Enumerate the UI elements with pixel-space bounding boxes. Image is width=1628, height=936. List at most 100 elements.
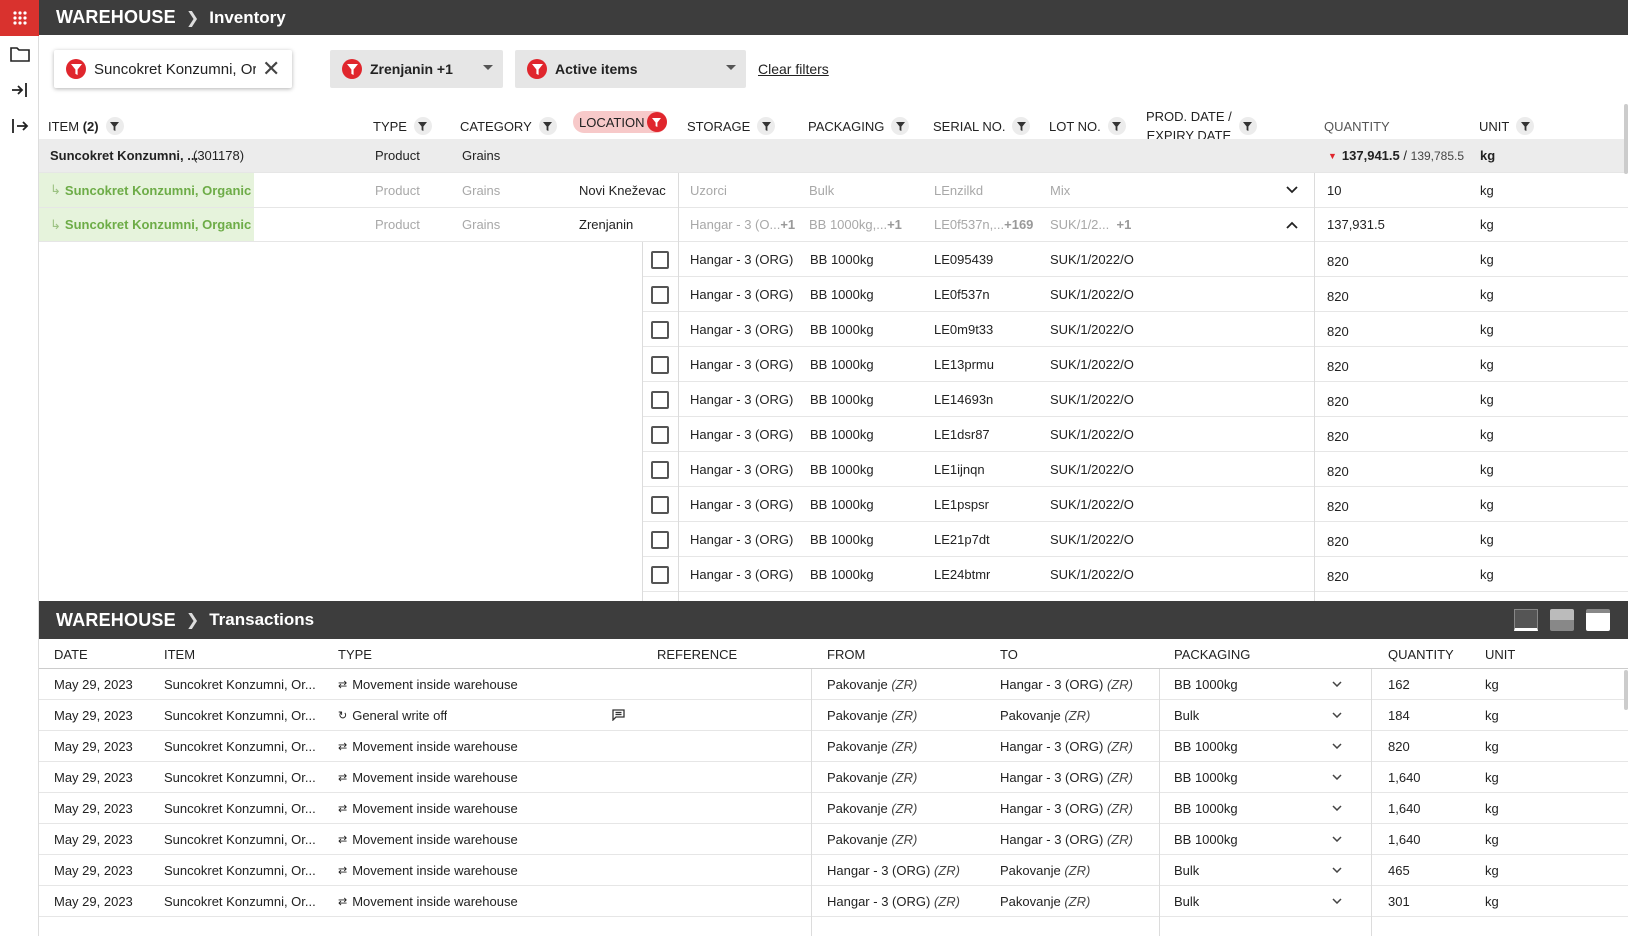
location-row-serial: LE0f537n,... +169: [934, 217, 1034, 232]
col-serial[interactable]: SERIAL NO.: [933, 106, 1031, 146]
row-checkbox[interactable]: [651, 417, 669, 452]
detail-row[interactable]: Hangar - 3 (ORG) BB 1000kg LE095439 SUK/1/2…: [39, 242, 1628, 277]
detail-row[interactable]: Hangar - 3 (ORG) BB 1000kg LE1dsr87 SUK/1/2…: [39, 417, 1628, 452]
transactions-scrollbar[interactable]: [1624, 670, 1628, 710]
chevron-down-icon[interactable]: [1332, 669, 1342, 699]
filter-icon[interactable]: [1238, 117, 1257, 135]
tcol-to[interactable]: TO: [1000, 646, 1018, 662]
filter-icon[interactable]: [1012, 117, 1031, 135]
filter-icon[interactable]: [413, 117, 432, 135]
transaction-row[interactable]: May 29, 2023 Suncokret Konzumni, Or... ⇄ Mo…: [39, 855, 1628, 886]
group-row[interactable]: Suncokret Konzumni, ... (301178) Product…: [39, 139, 1628, 173]
tcol-packaging[interactable]: PACKAGING: [1174, 646, 1251, 662]
item-filter-chip[interactable]: Suncokret Konzumni, Or ✕: [54, 50, 292, 88]
layout-full-icon[interactable]: [1586, 609, 1610, 631]
tcol-quantity[interactable]: QUANTITY: [1388, 646, 1454, 662]
trans-to: Hangar - 3 (ORG) (ZR): [1000, 676, 1133, 692]
tcol-date[interactable]: DATE: [54, 646, 88, 662]
row-divider: [642, 346, 1628, 347]
logout-icon[interactable]: [0, 108, 39, 144]
chevron-down-icon[interactable]: [1332, 855, 1342, 885]
row-checkbox[interactable]: [651, 452, 669, 487]
location-filter-dropdown[interactable]: Zrenjanin +1: [330, 50, 503, 88]
row-checkbox[interactable]: [651, 277, 669, 312]
detail-row[interactable]: Hangar - 3 (ORG) BB 1000kg LE21p7dt SUK/1/2…: [39, 522, 1628, 557]
inventory-scrollbar[interactable]: [1624, 104, 1628, 174]
filter-icon[interactable]: [1516, 117, 1535, 135]
tquantity-divider: [1371, 669, 1372, 936]
detail-row[interactable]: Hangar - 3 (ORG) BB 1000kg LE0m9t33 SUK/1/2…: [39, 312, 1628, 347]
chevron-down-icon[interactable]: [1332, 886, 1342, 916]
layout-split-icon[interactable]: [1550, 609, 1574, 631]
location-row-type: Product: [375, 182, 420, 198]
detail-row[interactable]: Hangar - 3 (ORG) BB 1000kg LE1pspsr SUK/1/2…: [39, 487, 1628, 522]
filter-icon[interactable]: [646, 112, 667, 132]
row-checkbox[interactable]: [651, 557, 669, 592]
detail-row[interactable]: Hangar - 3 (ORG) BB 1000kg LE24btmr SUK/1/2…: [39, 557, 1628, 592]
row-checkbox[interactable]: [651, 522, 669, 557]
detail-quantity: 820: [1327, 429, 1349, 444]
col-unit[interactable]: UNIT: [1479, 106, 1535, 146]
chevron-down-icon[interactable]: [1332, 762, 1342, 792]
location-row[interactable]: ↳ Suncokret Konzumni, Organic Product Gr…: [39, 208, 1628, 242]
row-checkbox[interactable]: [651, 347, 669, 382]
move-arrows-icon: ⇄: [338, 771, 348, 784]
transaction-row[interactable]: May 29, 2023 Suncokret Konzumni, Or... ⇄ Mo…: [39, 762, 1628, 793]
col-category[interactable]: CATEGORY: [460, 106, 557, 146]
row-divider: [642, 521, 1628, 522]
folder-icon[interactable]: [0, 36, 39, 72]
detail-packaging: BB 1000kg: [810, 392, 874, 407]
col-item[interactable]: ITEM (2): [48, 106, 124, 146]
detail-serial: LE1pspsr: [934, 497, 989, 512]
transaction-row[interactable]: May 29, 2023 Suncokret Konzumni, Or... ⇄ Mo…: [39, 886, 1628, 917]
chevron-down-icon[interactable]: [1332, 793, 1342, 823]
detail-storage: Hangar - 3 (ORG): [690, 427, 794, 442]
detail-row[interactable]: Hangar - 3 (ORG) BB 1000kg LE0f537n SUK/1/2…: [39, 277, 1628, 312]
detail-row[interactable]: Hangar - 3 (ORG) BB 1000kg LE14693n SUK/1/2…: [39, 382, 1628, 417]
chevron-down-icon[interactable]: [1332, 731, 1342, 761]
transaction-row[interactable]: May 29, 2023 Suncokret Konzumni, Or... ⇄ Mo…: [39, 731, 1628, 762]
tcol-reference[interactable]: REFERENCE: [657, 646, 738, 662]
location-row-unit: kg: [1480, 217, 1494, 232]
col-type[interactable]: TYPE: [373, 106, 432, 146]
location-row-packaging: Bulk: [809, 182, 835, 198]
tcol-unit[interactable]: UNIT: [1485, 646, 1516, 662]
layout-bottom-icon[interactable]: [1514, 609, 1538, 631]
transaction-row[interactable]: May 29, 2023 Suncokret Konzumni, Or... ⇄ Mo…: [39, 824, 1628, 855]
row-checkbox[interactable]: [651, 382, 669, 417]
row-checkbox[interactable]: [651, 312, 669, 347]
detail-serial: LE1ijnqn: [934, 462, 985, 477]
transaction-row[interactable]: May 29, 2023 Suncokret Konzumni, Or... ⇄ Mo…: [39, 669, 1628, 700]
tcol-item[interactable]: ITEM: [164, 646, 196, 662]
col-location[interactable]: LOCATION: [573, 111, 667, 133]
clear-filters-link[interactable]: Clear filters: [758, 61, 829, 77]
chevron-down-icon[interactable]: [1332, 700, 1342, 730]
filter-icon[interactable]: [891, 117, 910, 135]
tcol-type[interactable]: TYPE: [338, 646, 372, 662]
location-row[interactable]: ↳ Suncokret Konzumni, Organic Product Gr…: [39, 173, 1628, 208]
comment-icon[interactable]: [612, 700, 625, 730]
close-icon[interactable]: ✕: [262, 56, 281, 81]
status-filter-dropdown[interactable]: Active items: [515, 50, 746, 88]
chevron-down-icon[interactable]: [1286, 173, 1298, 207]
col-storage[interactable]: STORAGE: [687, 106, 776, 146]
chevron-down-icon[interactable]: [1332, 824, 1342, 854]
tcol-from[interactable]: FROM: [827, 646, 866, 662]
detail-lot: SUK/1/2022/O: [1050, 322, 1134, 337]
col-lot[interactable]: LOT NO.: [1049, 106, 1126, 146]
detail-row[interactable]: Hangar - 3 (ORG) BB 1000kg LE1ijnqn SUK/1/2…: [39, 452, 1628, 487]
transaction-row[interactable]: May 29, 2023 Suncokret Konzumni, Or... ⇄ Mo…: [39, 793, 1628, 824]
row-checkbox[interactable]: [651, 487, 669, 522]
col-packaging[interactable]: PACKAGING: [808, 106, 910, 146]
apps-grid-icon[interactable]: [0, 0, 39, 36]
login-icon[interactable]: [0, 72, 39, 108]
transaction-row[interactable]: May 29, 2023 Suncokret Konzumni, Or... ↻ Ge…: [39, 700, 1628, 731]
filter-icon[interactable]: [538, 117, 557, 135]
filter-icon[interactable]: [105, 117, 124, 135]
row-checkbox[interactable]: [651, 242, 669, 277]
chevron-up-icon[interactable]: [1286, 208, 1298, 241]
filter-icon[interactable]: [1107, 117, 1126, 135]
col-quantity[interactable]: QUANTITY: [1324, 118, 1390, 134]
detail-row[interactable]: Hangar - 3 (ORG) BB 1000kg LE13prmu SUK/1/2…: [39, 347, 1628, 382]
filter-icon[interactable]: [757, 117, 776, 135]
